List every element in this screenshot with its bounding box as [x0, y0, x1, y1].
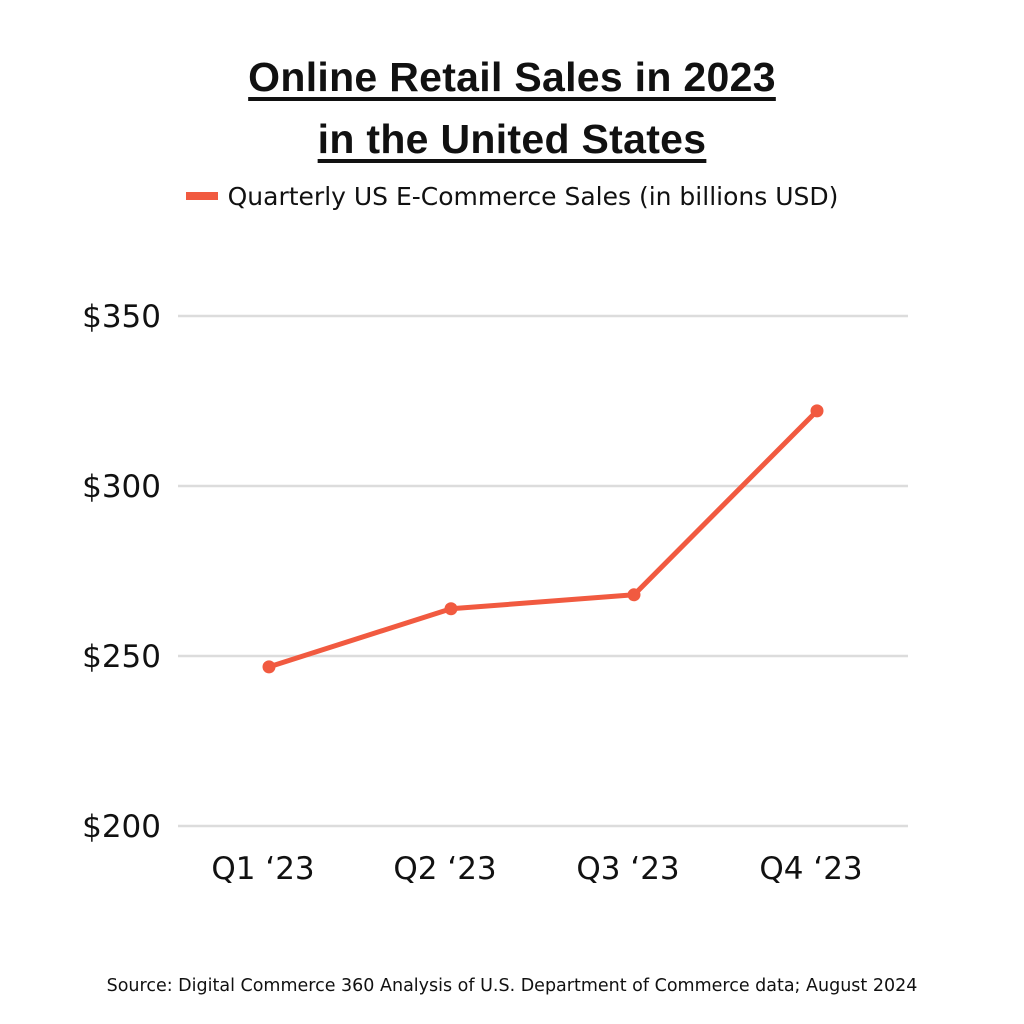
- chart-title-line-2: in the United States: [317, 116, 707, 162]
- x-tick-label: Q1 ‘23: [211, 851, 314, 887]
- data-point: [262, 660, 276, 674]
- x-tick-label: Q4 ‘23: [759, 851, 862, 887]
- y-tick-label: $250: [82, 639, 161, 675]
- chart-title-line-1: Online Retail Sales in 2023: [248, 54, 776, 100]
- series-line: [266, 408, 820, 670]
- data-point: [444, 602, 458, 616]
- legend: Quarterly US E-Commerce Sales (in billio…: [0, 182, 1024, 211]
- source-note: Source: Digital Commerce 360 Analysis of…: [106, 976, 918, 996]
- legend-swatch: [185, 192, 218, 200]
- legend-label: Quarterly US E-Commerce Sales (in billio…: [227, 182, 839, 211]
- y-tick-label: $300: [82, 469, 161, 505]
- y-tick-label: $350: [82, 299, 161, 335]
- x-tick-label: Q2 ‘23: [393, 851, 496, 887]
- y-tick-label: $200: [82, 809, 161, 845]
- data-point: [810, 404, 824, 418]
- data-point: [627, 588, 641, 602]
- x-tick-label: Q3 ‘23: [576, 851, 679, 887]
